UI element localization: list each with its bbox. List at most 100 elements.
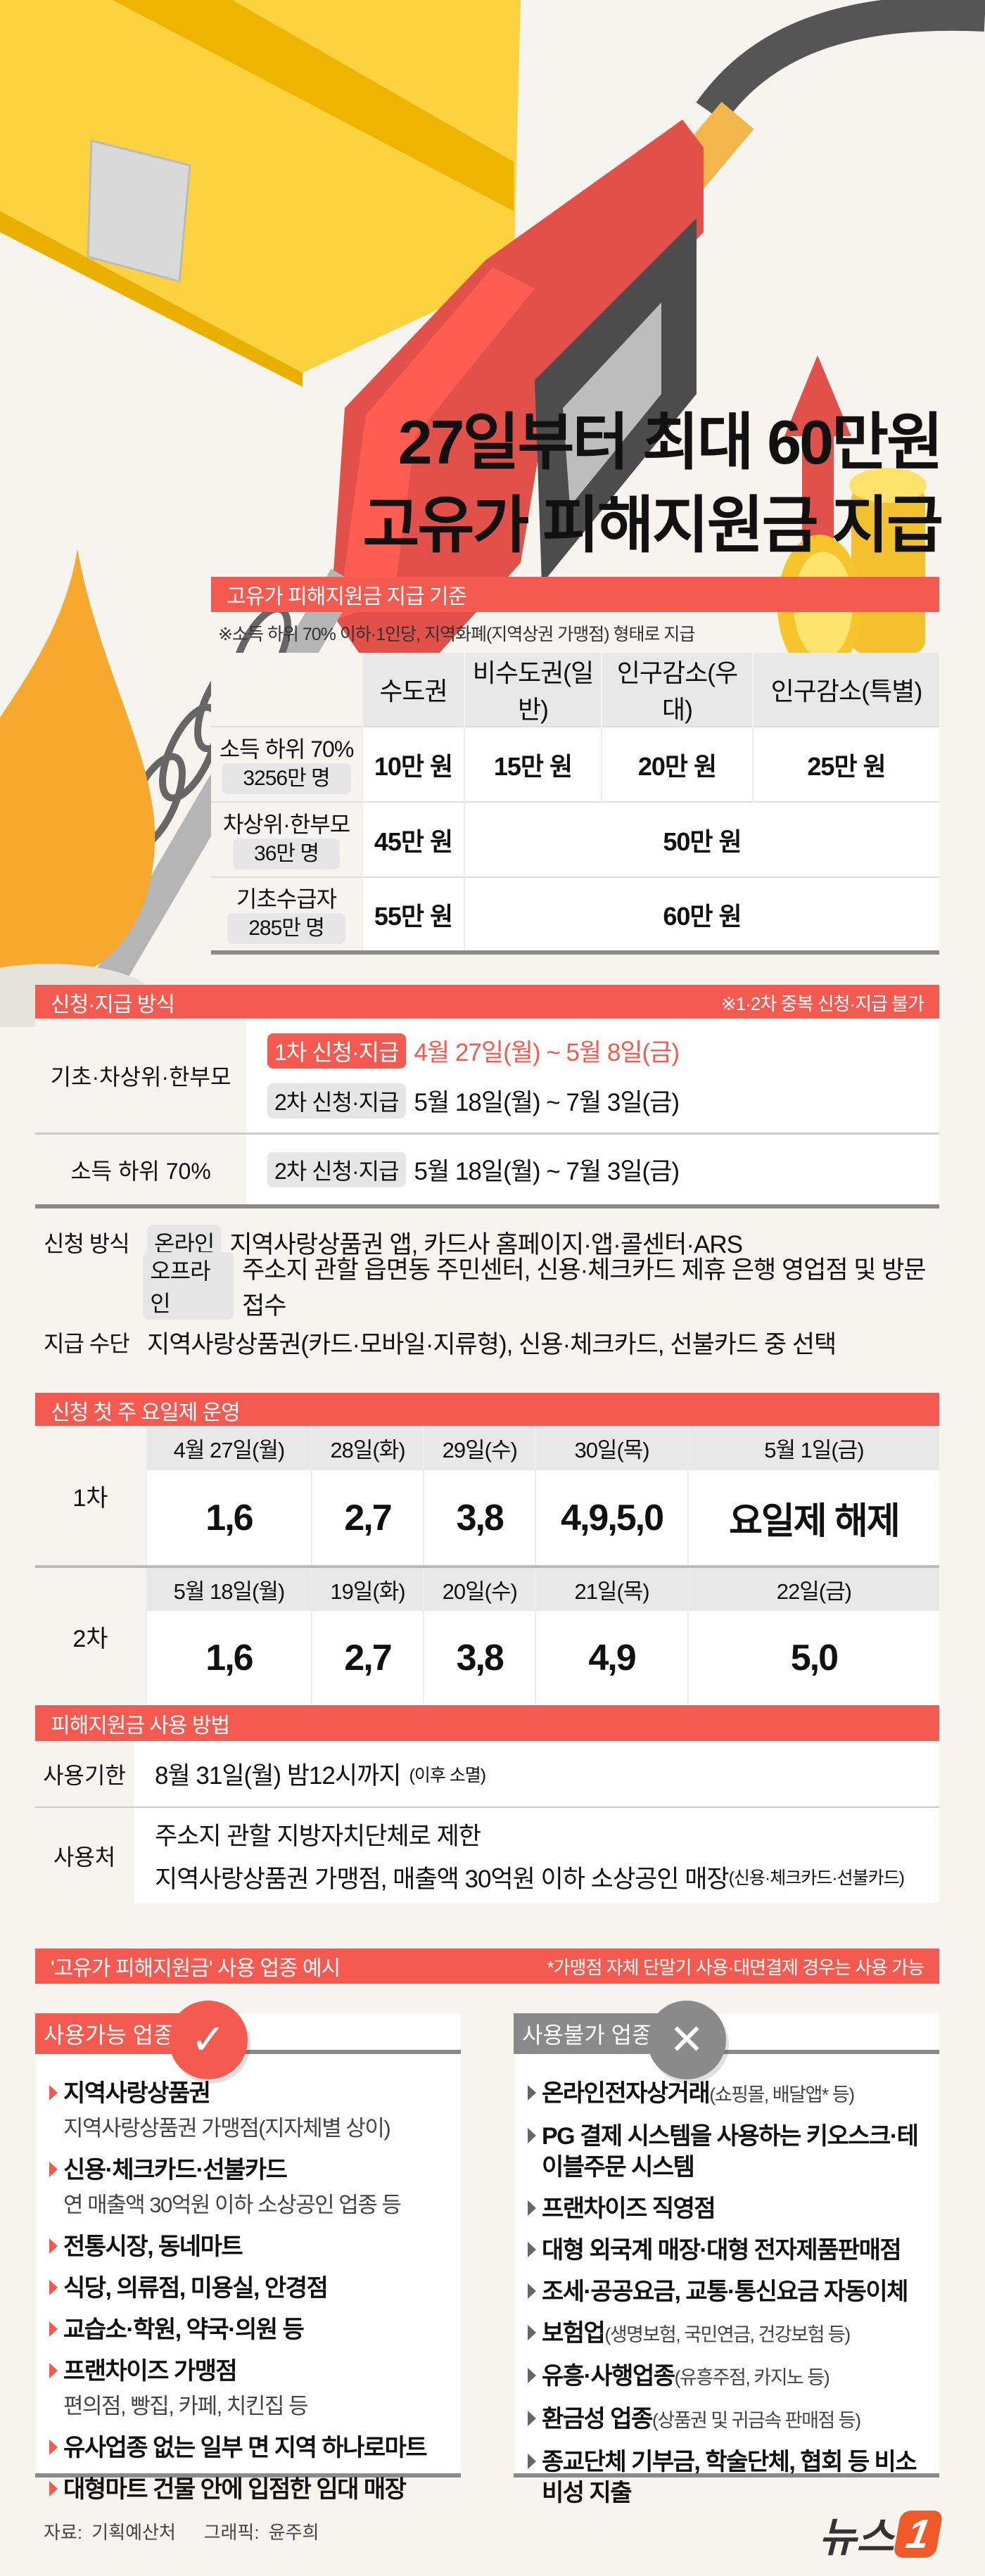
table-row: 차상위·한부모 36만 명 45만 원 50만 원 — [211, 801, 939, 877]
item-note: (유흥주점, 카지노 등) — [674, 2367, 830, 2388]
usage-place2-note: (신용·체크카드·선불카드) — [728, 1868, 905, 1888]
usage-title: 피해지원금 사용 방법 — [51, 1714, 230, 1737]
row-label: 소득 하위 70% — [35, 1135, 246, 1204]
criteria-table: ※소득 하위 70% 이하·1인당, 지역화폐(지역상권 가맹점) 형태로 지급… — [211, 616, 939, 955]
hose-illustration — [696, 0, 985, 123]
item-text: 대형 외국계 매장·대형 전자제품판매점 — [542, 2237, 902, 2264]
date-cell: 19일(화) — [310, 1565, 424, 1611]
row-count: 36만 명 — [233, 838, 340, 869]
list-item: 신용·체크카드·선불카드 연 매출액 30억원 이하 소상공인 업종 등 — [49, 2155, 454, 2221]
list-item: 대형마트 건물 안에 입점한 임대 매장 — [49, 2474, 454, 2505]
method-title: 신청·지급 방식 — [51, 993, 175, 1016]
source: 자료: 기획예산처 — [44, 2522, 176, 2543]
row-label: 기초·차상위·한부모 — [35, 1019, 246, 1133]
usage-place1: 주소지 관할 지방자치단체로 제한 — [155, 1822, 481, 1850]
column-header: 비수도권(일반) — [464, 653, 602, 727]
list-item: 유사업종 없는 일부 면 지역 하나로마트 — [49, 2432, 454, 2463]
cell: 20만 원 — [601, 726, 753, 802]
birth-digit-cell: 요일제 해제 — [687, 1470, 939, 1567]
cell: 15만 원 — [464, 726, 602, 802]
examples-title: '고유가 피해지원금' 사용 업종 예시 — [51, 1957, 341, 1980]
row-count: 285만 명 — [227, 912, 345, 944]
criteria-header-row: 수도권 비수도권(일반) 인구감소(우대) 인구감소(특별) — [211, 653, 939, 727]
item-text: 프랜차이즈 직영점 — [542, 2195, 716, 2222]
date-cell: 28일(화) — [310, 1426, 424, 1470]
cell: 25만 원 — [752, 726, 939, 802]
round-label: 1차 — [35, 1426, 146, 1567]
row-label: 기초수급자 — [236, 886, 337, 912]
item-text: 온라인전자상거래 — [542, 2080, 711, 2107]
date-row: 1차 4월 27일(월) 28일(화) 29일(수) 30일(목) 5월 1일(금) — [35, 1426, 939, 1567]
item-text: 지역사랑상품권 — [63, 2080, 211, 2107]
date-row: 2차 5월 18일(월) 19일(화) 20일(수) 21일(목) 22일(금) — [35, 1565, 939, 1707]
logo-text: 뉴스 — [819, 2515, 894, 2561]
online-text: 지역사랑상품권 앱, 카드사 홈페이지·앱·콜센터·ARS — [229, 1230, 743, 1258]
item-text: 보험업 — [542, 2320, 606, 2347]
criteria-note: ※소득 하위 70% 이하·1인당, 지역화폐(지역상권 가맹점) 형태로 지급 — [218, 625, 695, 644]
item-text: 환금성 업종 — [542, 2406, 653, 2432]
column-header: 수도권 — [362, 653, 464, 727]
method-table: 기초·차상위·한부모 1차 신청·지급 4월 27일(월) ~ 5월 8일(금) … — [35, 1019, 939, 1209]
table-row: 사용처 주소지 관할 지방자치단체로 제한 지역사랑상품권 가맹점, 매출액 3… — [35, 1808, 939, 1903]
usage-period-note: (이후 소멸) — [409, 1765, 487, 1785]
list-item: 보험업(생명보험, 국민연금, 건강보험 등) — [528, 2318, 932, 2350]
list-item: 온라인전자상거래(쇼핑몰, 배달앱* 등) — [528, 2078, 932, 2110]
birth-digit-cell: 4,9,5,0 — [535, 1470, 688, 1567]
date-cell: 5월 18일(월) — [146, 1565, 312, 1611]
birth-digit-cell: 3,8 — [423, 1611, 536, 1707]
list-item: 환금성 업종(상품권 및 귀금속 판매점 등) — [528, 2404, 932, 2436]
method-header: 신청·지급 방식 ※1·2차 중복 신청·지급 불가 — [35, 985, 939, 1020]
credit-card-illustration — [0, 0, 521, 387]
offline-text: 주소지 관할 읍면동 주민센터, 신용·체크카드 제휴 은행 영업점 및 방문 … — [242, 1256, 926, 1320]
headline-line1: 27일부터 최대 60만원 — [398, 407, 943, 477]
item-text: PG 결제 시스템을 사용하는 키오스크·테이블주문 시스템 — [542, 2123, 919, 2181]
column-header: 인구감소(우대) — [601, 653, 753, 727]
cell: 55만 원 — [362, 876, 464, 952]
item-text: 조세·공공요금, 교통·통신요금 자동이체 — [542, 2278, 908, 2305]
list-item: 조세·공공요금, 교통·통신요금 자동이체 — [528, 2276, 932, 2307]
row-label: 사용기한 — [35, 1741, 134, 1806]
date-cell: 30일(목) — [535, 1426, 688, 1470]
table-row: 사용기한 8월 31일(월) 밤12시까지 (이후 소멸) — [35, 1741, 939, 1808]
x-icon: ✕ — [647, 2001, 726, 2079]
item-text: 교습소·학원, 약국·의원 등 — [63, 2316, 305, 2343]
examples-note: *가맹점 자체 단말기 사용·대면결제 경우는 사용 가능 — [547, 1956, 924, 1978]
date-cell: 22일(금) — [687, 1565, 939, 1611]
fuel-drop-illustration — [0, 549, 155, 985]
cell: 45만 원 — [362, 801, 464, 877]
row-count: 3256만 명 — [222, 763, 351, 794]
item-note: (쇼핑몰, 배달앱* 등) — [709, 2084, 855, 2105]
apply-label: 신청 방식 — [44, 1231, 130, 1256]
date-cell: 4월 27일(월) — [146, 1426, 312, 1470]
list-item: 유흥·사행업종(유흥주점, 카지노 등) — [528, 2361, 932, 2393]
row-label: 소득 하위 70% — [219, 736, 355, 762]
list-item: 지역사랑상품권 지역사랑상품권 가맹점(지자체별 상이) — [49, 2078, 454, 2144]
period: 5월 18일(월) ~ 7월 3일(금) — [414, 1089, 680, 1116]
birth-digit-cell: 5,0 — [687, 1611, 939, 1707]
method-note: ※1·2차 중복 신청·지급 불가 — [721, 993, 924, 1014]
nozzle-illustration — [331, 120, 704, 703]
column-header: 인구감소(특별) — [752, 653, 939, 727]
usage-period: 8월 31일(월) 밤12시까지 — [155, 1762, 401, 1790]
table-row: 기초수급자 285만 명 55만 원 60만 원 — [211, 876, 939, 952]
news1-logo: 뉴스 1 — [819, 2504, 943, 2563]
digit-row: 1,6 2,7 3,8 4,9,5,0 요일제 해제 — [35, 1470, 939, 1567]
list-item: 프랜차이즈 직영점 — [528, 2193, 932, 2224]
list-item: 프랜차이즈 가맹점 편의점, 빵집, 카페, 치킨집 등 — [49, 2356, 454, 2422]
round-tag: 1차 신청·지급 — [267, 1033, 406, 1069]
birth-digit-cell: 1,6 — [146, 1470, 312, 1567]
table-row: 기초·차상위·한부모 1차 신청·지급 4월 27일(월) ~ 5월 8일(금) … — [35, 1019, 939, 1135]
item-text: 식당, 의류점, 미용실, 안경점 — [63, 2275, 329, 2302]
table-row: 소득 하위 70% 3256만 명 10만 원 15만 원 20만 원 25만 원 — [211, 726, 939, 802]
birth-digit-cell: 3,8 — [423, 1470, 536, 1567]
examples-header: '고유가 피해지원금' 사용 업종 예시 *가맹점 자체 단말기 사용·대면결제… — [35, 1949, 939, 1984]
schedule-title: 신청 첫 주 요일제 운영 — [51, 1401, 241, 1424]
allowed-list: 사용가능 업종 ✓ 지역사랑상품권 지역사랑상품권 가맹점(지자체별 상이) 신용·… — [35, 2001, 461, 2503]
round-tag: 2차 신청·지급 — [267, 1152, 406, 1187]
criteria-header: 고유가 피해지원금 지급 기준 — [211, 577, 939, 612]
footer: 자료: 기획예산처 그래픽: 윤주희 — [44, 2518, 319, 2544]
period: 5월 18일(월) ~ 7월 3일(금) — [414, 1158, 680, 1185]
date-cell: 29일(수) — [423, 1426, 536, 1470]
item-text: 프랜차이즈 가맹점 — [63, 2358, 238, 2385]
pay-text: 지역사랑상품권(카드·모바일·지류형), 신용·체크카드, 선불카드 중 선택 — [147, 1330, 837, 1358]
